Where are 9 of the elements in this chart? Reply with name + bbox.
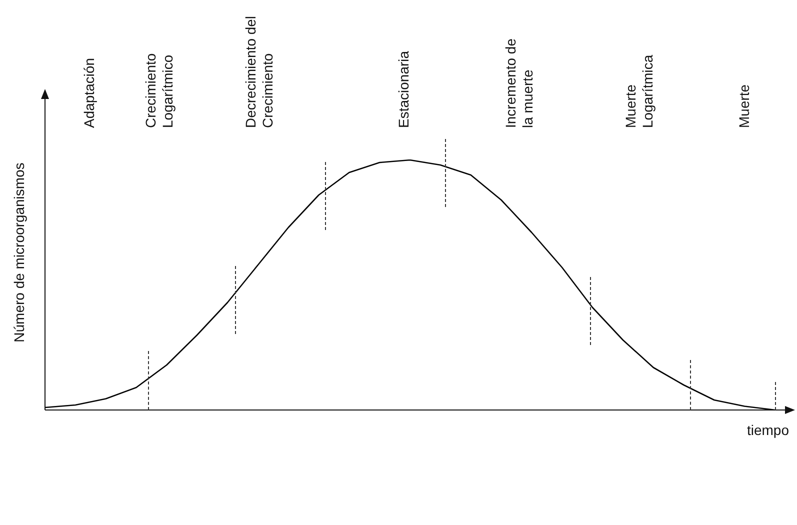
x-axis-title: tiempo [746,422,790,438]
text: Estacionaria [396,50,412,128]
text: Muerte [736,84,752,128]
text: Decrecimiento del Crecimiento [242,16,276,128]
text: Muerte Logarítmica [622,54,656,128]
y-axis-title: Número de microorganismos [10,162,27,342]
text: Crecimiento Logarítmico [142,53,176,128]
text: Incremento de la muerte [502,38,536,128]
text: Adaptación [81,58,98,128]
